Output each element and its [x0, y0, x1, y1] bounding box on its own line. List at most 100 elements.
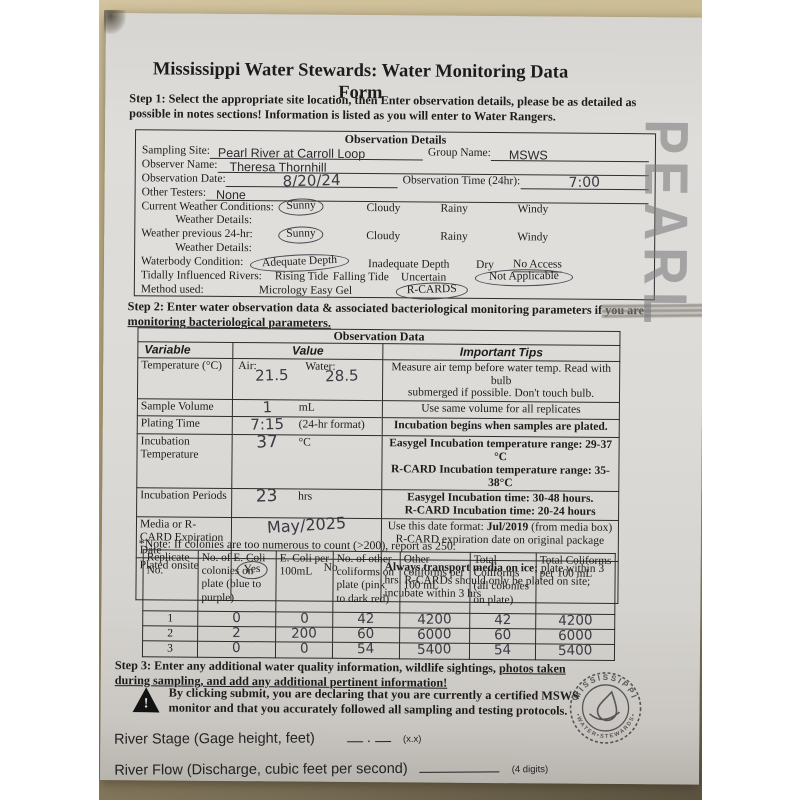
tip-line: R-CARD Incubation time: 20-24 hours — [404, 504, 596, 519]
tip-incubation-periods: Easygel Incubation time: 30-48 hours. R-… — [381, 490, 619, 521]
weather-prev-option-rainy: Rainy — [440, 230, 468, 243]
incubation-periods-value: 23 — [255, 486, 278, 507]
paper-form: Mississippi Water Stewards: Water Monito… — [99, 9, 702, 785]
step1-instructions: Step 1: Select the appropriate site loca… — [129, 91, 664, 125]
tip-line: Easygel Incubation time: 30-48 hours. — [407, 491, 594, 506]
river-stage-row: River Stage (Gage height, feet) . (x.x) — [114, 728, 634, 748]
replicate-table: Replicate No. No. of E. Coli colonies on… — [142, 549, 616, 661]
tip-incubation-temperature: Easygel Incubation temperature range: 29… — [381, 435, 620, 492]
col-variable: Variable — [137, 341, 233, 359]
weather-details-label: Weather Details: — [175, 241, 252, 255]
method-option-rcards: R-CARDS — [395, 281, 468, 301]
sample-volume-unit: mL — [298, 401, 315, 414]
variable-plating-time: Plating Time — [137, 415, 233, 435]
tip-plating-time: Incubation begins when samples are plate… — [382, 417, 620, 438]
weather-prev-option-cloudy: Cloudy — [366, 229, 401, 243]
variable-incubation-temperature: Incubation Temperature — [136, 433, 233, 489]
tidal-option-rising: Rising Tide — [274, 270, 329, 284]
msws-stamp-logo: MISSISSIPPI • W A T E R • S T E W A R D … — [569, 672, 642, 744]
river-stage-label: River Stage (Gage height, feet) — [114, 730, 315, 748]
cell-hw: 5400 — [557, 642, 593, 660]
waterbody-option-inadequate: Inadequate Depth — [367, 257, 450, 271]
exclamation-glyph: ! — [143, 696, 149, 712]
river-fields: River Stage (Gage height, feet) . (x.x) … — [114, 728, 634, 779]
tip-temperature: Measure air temp before water temp. Read… — [382, 359, 620, 403]
selection-circle: Sunny — [278, 197, 325, 216]
observation-date-field: 8/20/24 — [225, 171, 398, 190]
expiration-date-value: May/2025 — [266, 513, 347, 537]
gray-smudge — [601, 303, 702, 318]
observation-time-value: 7:00 — [568, 174, 601, 191]
paper-corner-smudge — [103, 9, 127, 35]
stamp-inner-circle — [581, 684, 630, 732]
incubation-temperature-unit: °C — [298, 436, 311, 449]
declaration-line2: monitor and that you accurately followed… — [168, 700, 568, 718]
current-weather-label: Current Weather Conditions: — [141, 199, 274, 213]
cell-hw: 54 — [493, 642, 512, 659]
plating-time-unit: (24-hr format) — [298, 418, 365, 432]
observation-details-box: Observation Details Sampling Site: Pearl… — [133, 129, 657, 301]
weather-option-sunny: Sunny — [278, 197, 325, 216]
other-testers-label: Other Testers: — [141, 186, 207, 199]
tip-segment: (from media box) — [528, 521, 613, 534]
sampling-site-label: Sampling Site: — [141, 144, 211, 158]
col-value: Value — [232, 342, 383, 360]
selection-circle: Sunny — [278, 225, 324, 244]
tip-line: submerged if possible. Don't touch bulb. — [407, 386, 595, 401]
cell-hw: 42 — [493, 611, 512, 629]
air-value: 21.5 — [254, 365, 289, 385]
tidal-option-falling: Falling Tide — [332, 271, 389, 284]
replicate-row-3: 3 0 0 54 5400 54 5400 — [142, 640, 615, 661]
weather-prev-label: Weather previous 24-hr: — [141, 227, 253, 241]
tip-line: Measure air temp before water temp. Read… — [391, 361, 612, 387]
observation-time-field: 7:00 — [520, 174, 649, 191]
cell-hw: 0 — [232, 609, 242, 627]
step3-underlined: photos taken — [498, 661, 566, 676]
row-incubation-temperature: Incubation Temperature 37 °C Easygel Incu… — [136, 432, 620, 492]
cell-hw: 0 — [299, 610, 309, 627]
weather-prev-option-windy: Windy — [517, 230, 549, 244]
cell-hw: 54 — [357, 641, 375, 658]
rep-col-1: No. of E. Coli colonies on plate (blue t… — [197, 550, 277, 612]
cell-hw: 200 — [291, 625, 318, 643]
tip-sample-volume: Use same volume for all replicates — [382, 400, 620, 420]
cell: 2 — [142, 626, 198, 642]
observation-date-label: Observation Date: — [141, 172, 226, 186]
sample-volume-value: 1 — [262, 398, 273, 417]
river-flow-blank — [419, 759, 500, 773]
incubation-temperature-value: 37 — [255, 432, 279, 453]
tip-line: Easygel Incubation temperature range: 29… — [389, 437, 613, 464]
svg-text:MISSISSIPPI: MISSISSIPPI — [572, 673, 639, 701]
selection-circle: R-CARDS — [395, 281, 468, 301]
rep-col-6: Total Coliforms per 100 mL — [535, 552, 616, 615]
group-name-field: MSWS — [490, 147, 649, 162]
variable-sample-volume: Sample Volume — [137, 398, 233, 417]
photo-background: Mississippi Water Stewards: Water Monito… — [99, 0, 702, 800]
cell-hw: 4200 — [557, 612, 593, 630]
cell-hw: 5400 — [417, 641, 452, 659]
observer-name-label: Observer Name: — [141, 158, 218, 172]
water-value: 28.5 — [324, 366, 359, 386]
rep-col-5: Total Coliforms (all colonies on plate) — [469, 552, 537, 614]
group-name-label: Group Name: — [427, 146, 491, 160]
hand-curve-icon — [588, 711, 621, 721]
variable-incubation-periods: Incubation Periods — [136, 488, 232, 518]
cell-hw: 4200 — [417, 611, 453, 629]
plating-time-value: 7:15 — [250, 415, 285, 434]
row-temperature: Temperature (°C) Air: 21.5 Water: 28.5 M… — [137, 357, 620, 403]
cell: 3 — [142, 641, 198, 657]
cell-hw: 0 — [299, 640, 309, 658]
step1-line2: possible in notes sections! Information … — [129, 105, 556, 124]
waterbody-option-adequate: Adequate Depth — [249, 251, 350, 273]
decimal-dot: . — [366, 730, 371, 747]
rep-col-2: E. Coli per 100mL — [275, 550, 334, 613]
weather-option-cloudy: Cloudy — [366, 202, 401, 215]
cell-hw: 2 — [232, 625, 242, 642]
tip-line: R-CARD Incubation temperature range: 35-… — [390, 463, 610, 489]
cell-hw: 60 — [357, 626, 375, 643]
weather-option-windy: Windy — [517, 203, 549, 216]
rep-col-3: No. of other coliforms on plate (pink to… — [332, 551, 401, 613]
col-tips: Important Tips — [382, 343, 620, 362]
cell-hw: 42 — [357, 610, 376, 628]
cell-hw: 60 — [493, 627, 512, 644]
